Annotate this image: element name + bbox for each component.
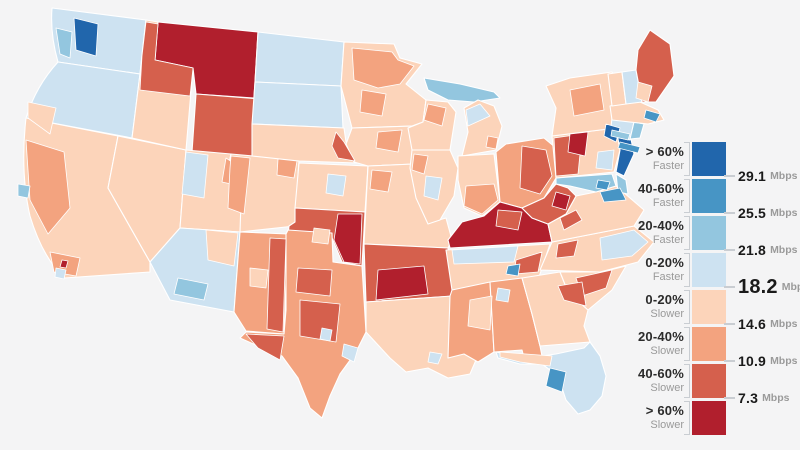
region-ok-east[interactable] [333,213,363,265]
region-va-north[interactable] [599,187,627,203]
region-wa-coast[interactable] [55,27,73,59]
region-or-southwest[interactable] [27,101,57,135]
region-tx-houston[interactable] [341,343,359,363]
region-in-south[interactable] [463,183,499,215]
legend-swatch-faster-40-60 [692,179,726,213]
region-az-northeast[interactable] [205,229,239,267]
region-wv-south[interactable] [551,191,571,211]
region-la-neworleans[interactable] [427,351,443,365]
region-mn-central[interactable] [359,89,387,117]
state-sd[interactable] [251,81,344,129]
region-nm-center[interactable] [249,267,269,289]
state-miup[interactable] [423,77,501,103]
legend-swatch-slower-40-60 [692,364,726,398]
legend-swatch-slower-0-20 [692,290,726,324]
region-ms-east[interactable] [467,295,493,331]
region-ky-central[interactable] [495,209,523,231]
region-ny-central[interactable] [569,83,605,117]
region-wi-northwest[interactable] [423,103,447,127]
region-pa-southeast[interactable] [595,149,615,171]
region-fl-tampa[interactable] [545,367,567,393]
region-md-dc[interactable] [595,179,611,191]
region-ks-central[interactable] [325,173,347,197]
region-ct-coast[interactable] [610,129,631,141]
region-az-tucson[interactable] [173,277,209,301]
region-tx-austin[interactable] [319,327,333,342]
region-tn-chattanooga[interactable] [505,263,521,277]
region-id-north[interactable] [139,21,194,97]
region-nm-east[interactable] [266,237,287,333]
legend-swatch-faster-20-40 [692,216,726,250]
region-co-west[interactable] [227,155,251,215]
region-tx-central[interactable] [299,299,341,343]
region-nc-west[interactable] [555,239,579,259]
region-pa-center[interactable] [567,131,589,157]
region-ny-long-island[interactable] [617,141,641,154]
legend-swatch-slower-60 [692,401,726,435]
state-nd[interactable] [254,31,345,87]
region-ar-south[interactable] [375,265,429,301]
region-ca-la-dot[interactable] [59,259,69,269]
region-oh-east[interactable] [519,145,553,195]
region-il-west[interactable] [411,153,429,175]
region-fl-panhandle[interactable] [499,351,553,367]
region-ga-east[interactable] [557,281,587,307]
region-ma-boston[interactable] [643,109,661,123]
region-va-west[interactable] [559,209,583,231]
region-mn-north[interactable] [351,47,415,89]
region-wa-puget-metro[interactable] [73,17,99,57]
region-al-huntsville[interactable] [495,287,511,303]
region-co-northeast[interactable] [276,158,298,179]
region-ne-east[interactable] [331,131,356,162]
region-mi-detroit[interactable] [485,135,499,150]
state-wy[interactable] [191,93,261,159]
region-nc-east[interactable] [599,229,649,261]
legend-swatch-slower-20-40 [692,327,726,361]
region-ok-center[interactable] [311,227,331,245]
region-ia-central[interactable] [375,129,403,153]
region-ca-san-diego[interactable] [54,267,67,280]
region-tx-west[interactable] [245,333,285,361]
region-mo-north[interactable] [369,169,393,193]
region-tn-west[interactable] [451,245,519,265]
region-me-south[interactable] [635,81,653,103]
region-ca-sf-bay[interactable] [17,183,31,199]
legend-swatch-faster-0-20 [692,253,726,287]
region-mi-north[interactable] [465,103,491,127]
legend-swatch-faster-60 [692,142,726,176]
region-tx-north[interactable] [295,267,333,297]
region-ut-west[interactable] [181,151,209,199]
region-il-central[interactable] [423,175,443,201]
